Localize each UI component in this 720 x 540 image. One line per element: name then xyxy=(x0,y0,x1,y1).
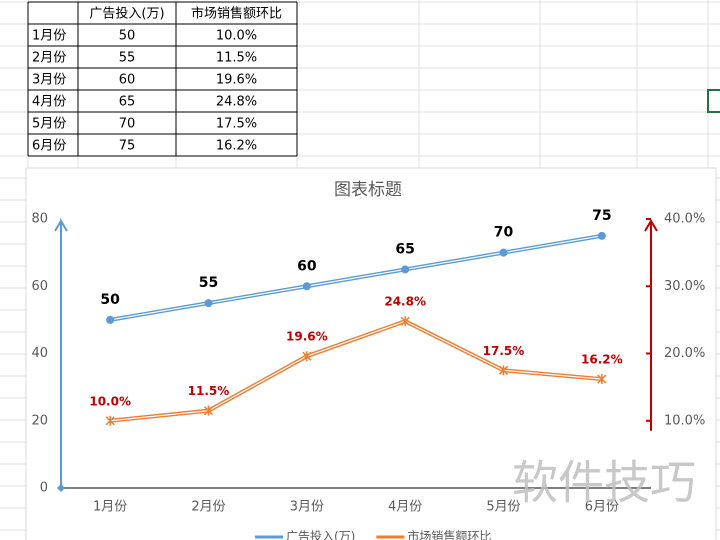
data-label: 10.0% xyxy=(89,394,131,408)
legend-label: 广告投入(万) xyxy=(286,529,355,540)
data-label: 24.8% xyxy=(384,295,426,309)
chart: 0 20 40 60 80 10.0% 20.0% 30.0% 40.0% 1月份 2月份 3月份 4月… xyxy=(31,208,705,540)
point-marker xyxy=(203,405,214,416)
table-cell: 19.6% xyxy=(216,73,257,88)
table-cell: 24.8% xyxy=(216,95,257,110)
table-cell: 55 xyxy=(119,51,136,66)
x-tick-label: 4月份 xyxy=(388,500,422,515)
y-axis-arrow xyxy=(54,219,68,232)
table-cell: 5月份 xyxy=(32,117,66,132)
table-cell: 65 xyxy=(119,95,136,110)
table-header: 市场销售额环比 xyxy=(191,6,282,22)
point-marker xyxy=(597,231,606,240)
point-marker xyxy=(401,265,410,274)
series-line-highlight xyxy=(110,235,602,321)
y2-axis-arrow xyxy=(644,219,658,232)
chart-title: 图表标题 xyxy=(334,180,402,200)
table-cell: 1月份 xyxy=(32,29,66,44)
table-cell: 10.0% xyxy=(216,29,257,44)
data-label: 17.5% xyxy=(483,344,525,358)
data-label: 55 xyxy=(199,275,218,291)
x-tick-label: 6月份 xyxy=(585,500,619,515)
table-cell: 2月份 xyxy=(32,51,66,66)
table-cell: 6月份 xyxy=(32,139,66,154)
table: 广告投入(万) 市场销售额环比 1月份 50 10.0% 2月份 55 11.5% 3月份 60 1… xyxy=(27,1,298,157)
point-marker xyxy=(302,282,311,291)
y-tick-label: 0 xyxy=(40,481,48,496)
selected-cell[interactable] xyxy=(707,89,720,113)
x-tick-label: 3月份 xyxy=(290,500,324,515)
table-cell: 3月份 xyxy=(32,73,66,88)
table-cell: 70 xyxy=(119,117,136,132)
data-label: 70 xyxy=(494,225,514,241)
point-marker xyxy=(105,415,115,426)
data-label: 50 xyxy=(100,292,120,308)
y-tick-label: 20 xyxy=(31,413,48,428)
point-marker xyxy=(498,365,509,376)
point-marker xyxy=(106,315,115,324)
table-cell: 4月份 xyxy=(32,95,66,110)
table-cell: 11.5% xyxy=(216,51,257,66)
y2-tick-label: 40.0% xyxy=(664,212,705,227)
table-cell: 16.2% xyxy=(216,139,257,154)
chart-area xyxy=(25,167,717,540)
series-line-highlight xyxy=(110,320,602,422)
data-label: 19.6% xyxy=(286,330,328,344)
watermark: 软件技巧 xyxy=(512,456,696,510)
y-tick-label: 40 xyxy=(31,346,48,361)
x-tick-label: 1月份 xyxy=(93,500,127,515)
point-marker xyxy=(499,248,508,257)
data-label: 75 xyxy=(592,208,611,224)
data-label: 65 xyxy=(395,241,414,257)
y2-tick-label: 10.0% xyxy=(664,413,705,428)
point-marker xyxy=(597,374,607,385)
table-cell: 17.5% xyxy=(216,117,257,132)
y2-tick-label: 20.0% xyxy=(664,346,705,361)
legend-label: 市场销售额环比 xyxy=(407,529,491,540)
table-cell: 50 xyxy=(119,29,136,44)
y-tick-label: 60 xyxy=(31,279,48,294)
table-bg xyxy=(28,2,297,156)
data-label: 60 xyxy=(297,258,317,274)
x-tick-label: 2月份 xyxy=(191,500,225,515)
point-marker xyxy=(204,299,213,308)
data-label: 11.5% xyxy=(188,384,230,398)
data-label: 16.2% xyxy=(581,353,623,367)
point-marker xyxy=(400,316,410,327)
x-tick-label: 5月份 xyxy=(486,500,520,515)
y-tick-label: 80 xyxy=(31,212,48,227)
table-cell: 60 xyxy=(119,73,136,88)
table-cell: 75 xyxy=(119,139,136,154)
y2-tick-label: 30.0% xyxy=(664,279,705,294)
table-header: 广告投入(万) xyxy=(89,6,164,22)
point-marker xyxy=(302,351,312,362)
